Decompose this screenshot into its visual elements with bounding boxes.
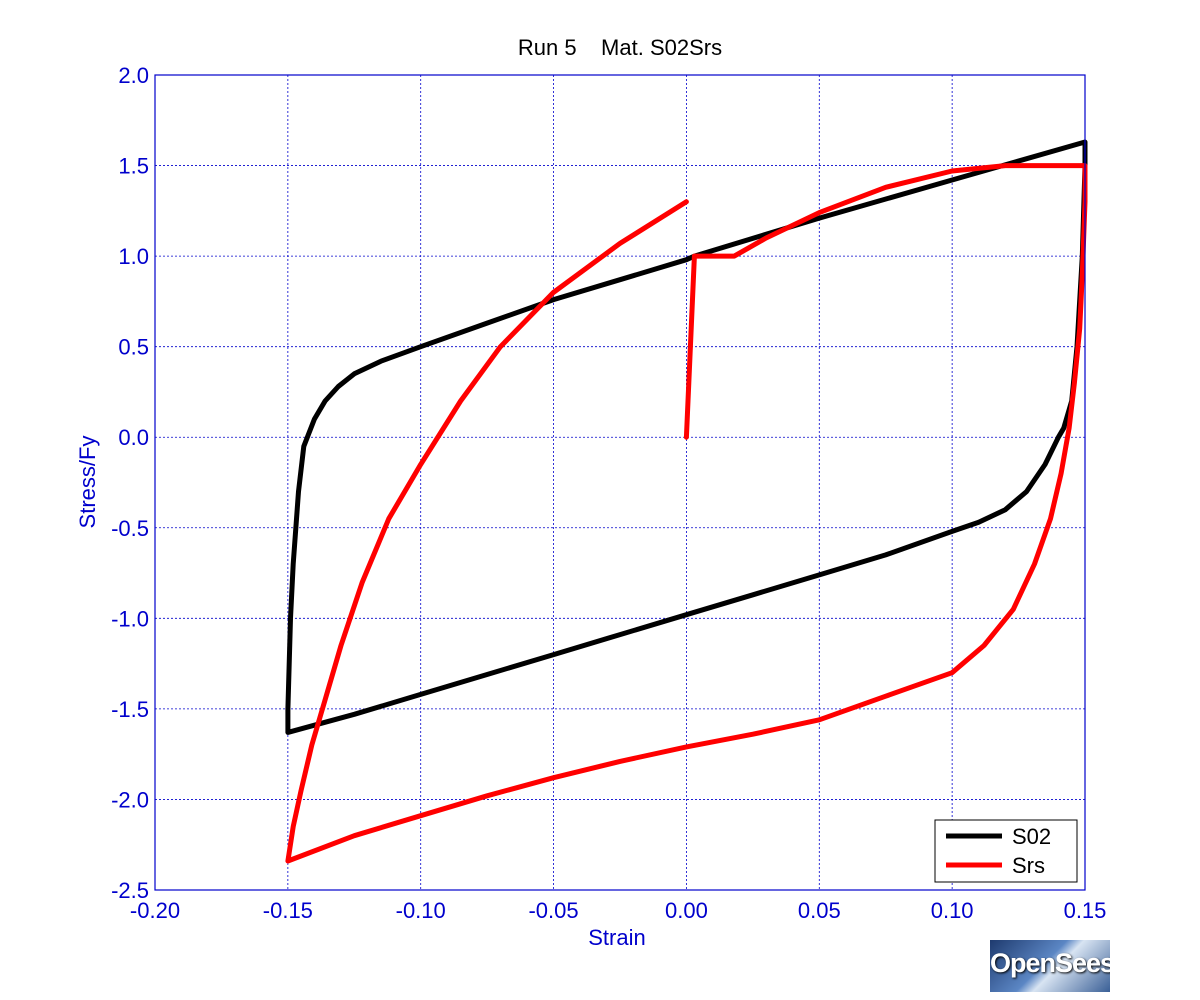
legend-label-srs: Srs [1012, 853, 1045, 878]
x-tick-label: -0.15 [263, 898, 313, 923]
opensees-logo: OpenSees [990, 940, 1110, 992]
x-tick-label: -0.05 [528, 898, 578, 923]
x-tick-label: 0.00 [665, 898, 708, 923]
ticks: -0.20 -0.15 -0.10 -0.05 0.00 0.05 0.10 0.15 -2.5… [111, 63, 1106, 923]
y-tick-label: 2.0 [118, 63, 149, 88]
y-tick-label: 0.5 [118, 335, 149, 360]
legend: S02 Srs [934, 819, 1078, 883]
y-tick-label: -1.5 [111, 697, 149, 722]
x-tick-label: -0.20 [130, 898, 180, 923]
series-lines [285, 139, 1088, 864]
x-tick-label: -0.10 [396, 898, 446, 923]
y-tick-label: 1.0 [118, 244, 149, 269]
logo-text: OpenSees [990, 948, 1110, 978]
y-tick-label: 0.0 [118, 425, 149, 450]
x-tick-label: 0.15 [1064, 898, 1107, 923]
legend-box [934, 819, 1078, 883]
y-tick-label: -2.5 [111, 878, 149, 903]
x-tick-label: 0.10 [931, 898, 974, 923]
chart-title: Run 5 Mat. S02Srs [518, 35, 722, 60]
legend-label-s02: S02 [1012, 824, 1051, 849]
y-tick-label: -1.0 [111, 606, 149, 631]
grid [155, 75, 1085, 890]
y-tick-label: -2.0 [111, 787, 149, 812]
y-tick-label: 1.5 [118, 154, 149, 179]
x-tick-label: 0.05 [798, 898, 841, 923]
x-axis-label: Strain [588, 925, 645, 950]
series-line-srs [285, 163, 1088, 864]
y-tick-label: -0.5 [111, 516, 149, 541]
y-axis-label: Stress/Fy [75, 436, 100, 529]
plot-frame [154, 74, 1086, 891]
